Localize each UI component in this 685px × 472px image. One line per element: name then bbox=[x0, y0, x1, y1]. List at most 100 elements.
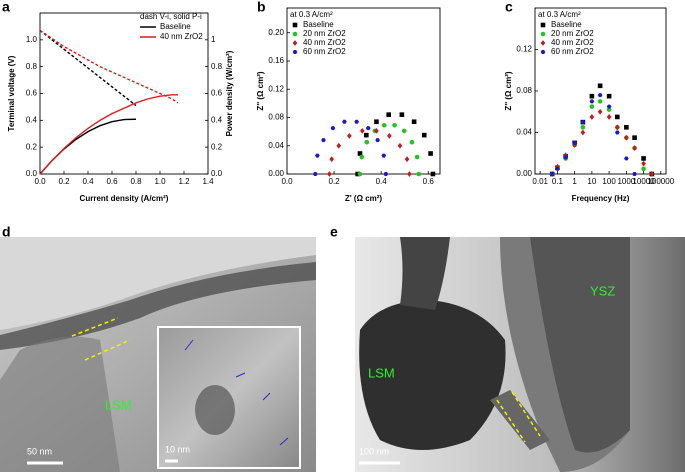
voltage-line bbox=[39, 29, 137, 107]
marker bbox=[374, 119, 379, 125]
marker bbox=[399, 112, 405, 117]
image-label: YSZ bbox=[590, 283, 615, 298]
marker bbox=[615, 124, 620, 131]
legend-label: Baseline bbox=[303, 20, 334, 29]
marker bbox=[414, 154, 420, 160]
annotation: at 0.3 A/cm² bbox=[538, 10, 581, 19]
legend-label: 60 nm ZrO2 bbox=[551, 47, 594, 56]
panel-letter: e bbox=[330, 224, 338, 240]
annotation: at 0.3 A/cm² bbox=[290, 10, 333, 19]
x-axis-label: Z' (Ω cm²) bbox=[345, 194, 383, 203]
marker bbox=[416, 171, 422, 177]
marker bbox=[364, 132, 369, 138]
y-tick-label: 0.0 bbox=[26, 169, 38, 178]
legend-label: 20 nm ZrO2 bbox=[303, 29, 346, 38]
x-tick-label: 0.0 bbox=[34, 177, 46, 186]
x-tick-label: 100000 bbox=[647, 177, 674, 186]
marker bbox=[589, 114, 595, 120]
marker bbox=[624, 156, 629, 161]
legend-swatch bbox=[292, 31, 298, 37]
y-axis-label: Z'' (Ω cm²) bbox=[256, 71, 265, 110]
marker bbox=[572, 142, 577, 148]
image-grain bbox=[0, 336, 120, 472]
image-grain-boundary bbox=[0, 262, 316, 350]
inset-arrows bbox=[184, 339, 289, 446]
y-tick-label: 0.08 bbox=[268, 113, 284, 122]
legend-label: Baseline bbox=[551, 20, 582, 29]
x-tick-label: 0.1 bbox=[552, 177, 564, 186]
marker bbox=[357, 171, 363, 177]
legend-label: 60 nm ZrO2 bbox=[303, 47, 346, 56]
scale-bar-label: 100 nm bbox=[359, 446, 389, 456]
marker bbox=[549, 172, 555, 176]
panel-letter: a bbox=[2, 0, 10, 15]
y-tick-label: 0.20 bbox=[268, 28, 284, 37]
x-tick-label: 0.2 bbox=[329, 177, 341, 186]
marker bbox=[365, 126, 371, 131]
marker bbox=[336, 142, 342, 149]
marker bbox=[641, 156, 646, 161]
y2-tick-label: 0.8 bbox=[211, 62, 223, 71]
y-tick-label: 0.16 bbox=[268, 56, 284, 65]
x-axis-label: Current density (A/cm²) bbox=[80, 194, 169, 203]
power-line bbox=[39, 94, 178, 175]
marker bbox=[597, 108, 603, 115]
marker bbox=[315, 153, 320, 158]
tem-image-e: LSM YSZ 100 nm bbox=[355, 237, 685, 472]
legend-label: 40 nm ZrO2 bbox=[551, 38, 594, 47]
x-tick-label: 0.8 bbox=[130, 177, 142, 186]
y-tick-label: 0.00 bbox=[516, 169, 532, 178]
marker bbox=[580, 129, 586, 136]
scale-bar-label: 10 nm bbox=[165, 444, 190, 454]
y-tick-label: 0.8 bbox=[26, 62, 38, 71]
marker bbox=[374, 128, 379, 134]
x-tick-label: 0.4 bbox=[82, 177, 94, 186]
plot-frame bbox=[286, 7, 441, 175]
marker bbox=[606, 93, 612, 99]
x-tick-label: 0.6 bbox=[106, 177, 118, 186]
marker bbox=[641, 160, 646, 167]
marker bbox=[357, 151, 363, 156]
marker bbox=[597, 93, 603, 98]
marker bbox=[342, 119, 347, 124]
scale-bar-label: 50 nm bbox=[27, 446, 52, 456]
marker bbox=[572, 140, 577, 145]
y2-tick-label: 0.4 bbox=[211, 115, 223, 124]
marker bbox=[624, 125, 629, 130]
marker bbox=[606, 114, 612, 120]
marker bbox=[624, 134, 629, 141]
y-axis-label: Z'' (Ω cm²) bbox=[504, 71, 513, 110]
marker bbox=[555, 163, 560, 170]
panel-letter: d bbox=[2, 224, 11, 240]
x-tick-label: 10000 bbox=[632, 177, 655, 186]
legend-swatch bbox=[292, 40, 298, 46]
tem-image-d: LSM 50 nm 10 nm bbox=[0, 237, 316, 472]
y-tick-label: 0.00 bbox=[268, 169, 284, 178]
marker bbox=[330, 126, 336, 131]
x-tick-label: 0.0 bbox=[281, 177, 293, 186]
y2-tick-label: 0.2 bbox=[211, 142, 223, 151]
marker bbox=[381, 122, 387, 128]
marker bbox=[375, 138, 380, 143]
interface-line bbox=[511, 391, 541, 437]
y-tick-label: 0.12 bbox=[516, 45, 532, 54]
marker bbox=[411, 119, 417, 125]
legend-title: dash V-i, solid P-i bbox=[140, 12, 202, 21]
x-tick-label: 1 bbox=[572, 177, 577, 186]
marker bbox=[392, 122, 397, 128]
inset-grain bbox=[195, 385, 235, 435]
marker bbox=[430, 171, 436, 177]
y2-tick-label: 0.6 bbox=[211, 89, 223, 98]
image-label: LSM bbox=[105, 397, 132, 412]
marker bbox=[383, 172, 389, 176]
marker bbox=[632, 135, 637, 140]
marker bbox=[641, 166, 646, 172]
marker bbox=[359, 154, 365, 160]
interface-line bbox=[84, 339, 131, 361]
x-tick-label: 0.4 bbox=[376, 177, 388, 186]
image-region bbox=[0, 237, 316, 330]
marker bbox=[615, 114, 620, 120]
legend-swatch bbox=[540, 40, 546, 46]
marker bbox=[360, 128, 365, 134]
